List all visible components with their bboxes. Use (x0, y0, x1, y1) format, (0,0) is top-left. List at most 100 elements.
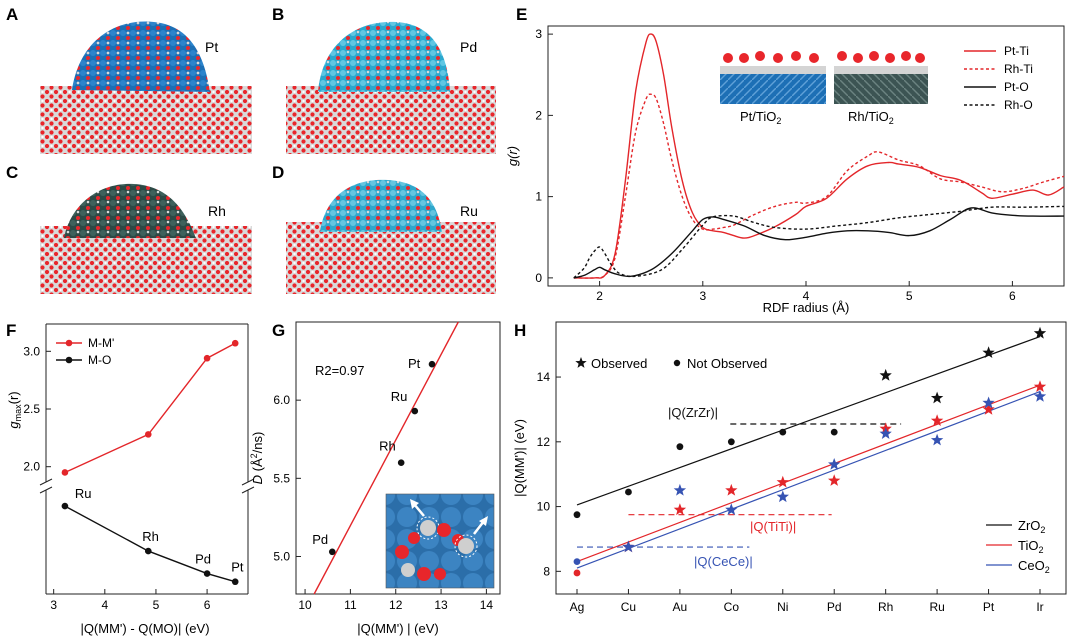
render-label-pt: Pt (205, 39, 218, 55)
h-xtick-label-5: Pd (827, 600, 842, 614)
panel-f-chart: F 3 4 5 6 2.0 2.5 3.0 Ru Rh Pd Pt M-M' M-O |Q(MM')… (6, 321, 255, 636)
h-star-2-7 (930, 433, 944, 446)
g-xtick-label-0: 10 (298, 598, 312, 612)
render-label-rh: Rh (208, 203, 226, 219)
h-star-2-2 (673, 483, 687, 496)
panel-g-inset-image (385, 493, 495, 589)
e-xtick-label-4: 6 (1009, 289, 1016, 303)
f-break-right (241, 478, 255, 494)
e-series-line-pt-o (573, 207, 1065, 279)
e-legend-label-0: Pt-Ti (1004, 44, 1029, 58)
panel-f-axes: 3 4 5 6 2.0 2.5 3.0 (23, 323, 255, 612)
h-star-2-3 (725, 503, 738, 516)
e-ytick-label-0: 0 (535, 271, 542, 285)
panel-g-marks: Pd Rh Ru Pt (312, 321, 459, 595)
g-ytick-label-2: 6.0 (273, 393, 290, 407)
e-legend-label-3: Rh-O (1004, 98, 1033, 112)
panel-f-xlabel: |Q(MM') - Q(MO)| (eV) (80, 621, 209, 636)
h-legend-label-1: TiO2 (1018, 538, 1043, 555)
g-xtick-label-3: 13 (434, 598, 448, 612)
h-star-0-8 (982, 346, 995, 358)
f-ytick-label-0: 2.0 (23, 460, 40, 474)
panel-g-frame (295, 321, 501, 595)
h-star-1-4 (776, 475, 789, 488)
f-point-0-1 (144, 431, 152, 438)
panel-letter-e: E (516, 5, 527, 24)
h-ytick-label-2: 12 (537, 435, 551, 449)
e-xtick-label-0: 2 (596, 289, 603, 303)
g-ytick-label-0: 5.0 (273, 549, 290, 563)
panel-h-axes: Ag Cu Au Co Ni Pd Rh Ru Pt Ir 8 10 12 14 (537, 370, 1044, 614)
panel-letter-f: F (6, 321, 16, 340)
e-xtick-label-3: 5 (906, 289, 913, 303)
f-point-1-0 (61, 502, 69, 510)
g-point-label-0: Pd (312, 532, 328, 547)
h-ytick-label-1: 10 (537, 500, 551, 514)
h-xtick-label-4: Ni (777, 600, 788, 614)
g-point-3 (428, 360, 436, 368)
panel-h-legend: Observed Not Observed ZrO2 TiO2 CeO2 (575, 356, 1050, 575)
e-ytick-label-1: 1 (535, 190, 542, 204)
h-xtick-label-3: Co (724, 600, 740, 614)
f-legend-dot-1 (65, 356, 73, 364)
e-ytick-label-3: 3 (535, 27, 542, 41)
panel-letter-d: D (272, 163, 284, 182)
f-point-1-1 (144, 547, 152, 555)
panel-g-axes: 10 11 12 13 14 5.0 5.5 6.0 (273, 393, 493, 612)
e-series-line-rh-o (573, 205, 1065, 279)
render-a: Pt (40, 21, 252, 154)
panel-e-inset-pt: Pt/TiO2 (720, 50, 826, 126)
g-xtick-label-1: 11 (344, 598, 357, 612)
panel-h-ylabel: |Q(MM')| (eV) (512, 419, 527, 497)
f-point-label-0: Ru (75, 486, 92, 501)
panel-g-chart: G 10 11 12 13 14 5.0 5.5 6.0 Pd Rh Ru Pt R2=0.97 |… (249, 321, 501, 636)
h-dot-1-0 (573, 569, 581, 577)
panel-h-frame (555, 321, 1067, 595)
g-ytick-label-1: 5.5 (273, 471, 290, 485)
panel-h-marks (573, 326, 1047, 577)
h-dot-0-4 (779, 428, 787, 436)
g-xtick-label-4: 14 (480, 598, 494, 612)
g-point-label-3: Pt (408, 356, 421, 371)
h-dot-0-1 (625, 488, 632, 496)
f-point-label-2: Pd (195, 552, 211, 567)
f-xtick-label-1: 4 (101, 598, 108, 612)
h-legend-label-2: CeO2 (1018, 558, 1050, 575)
panel-h-fit-lines (576, 336, 1041, 569)
panel-e-rdf-chart: E 2 3 4 5 6 0 1 2 3 RDF radius (Å) g(r) Pt-Ti Rh-… (505, 5, 1065, 315)
h-star-2-4 (776, 490, 789, 503)
h-star-2-8 (982, 396, 995, 409)
h-dot-0-0 (573, 511, 581, 519)
h-legend-observed: Observed (591, 356, 647, 371)
render-d: Ru (286, 179, 496, 294)
h-ytick-label-3: 14 (537, 370, 551, 384)
panel-g-xlabel: |Q(MM') | (eV) (357, 621, 438, 636)
h-xtick-label-7: Ru (929, 600, 944, 614)
f-legend-dot-0 (65, 339, 73, 347)
h-star-0-7 (930, 391, 944, 404)
h-legend-dot (673, 359, 681, 367)
render-b: Pd (286, 21, 496, 154)
e-legend-label-1: Rh-Ti (1004, 62, 1033, 76)
panel-e-ylabel: g(r) (505, 146, 520, 166)
render-label-ru: Ru (460, 203, 478, 219)
h-dot-0-2 (676, 443, 684, 451)
g-point-0 (328, 548, 336, 556)
h-dot-0-5 (830, 428, 838, 436)
h-ref-label-1: |Q(TiTi)| (750, 519, 796, 534)
f-point-0-3 (231, 339, 239, 347)
h-fit-line-2 (576, 391, 1041, 569)
h-legend-not-observed: Not Observed (687, 356, 767, 371)
h-xtick-label-8: Pt (983, 600, 995, 614)
h-star-2-6 (879, 427, 892, 439)
h-star-1-8 (982, 402, 995, 415)
panel-f-legend: M-M' M-O (56, 336, 114, 367)
panel-e-inset-rh: Rh/TiO2 (834, 50, 928, 126)
h-dot-2-0 (573, 558, 581, 566)
h-star-1-9 (1033, 380, 1047, 392)
h-ref-label-2: |Q(CeCe)| (694, 554, 753, 569)
h-star-0-9 (1033, 326, 1047, 339)
panel-letter-c: C (6, 163, 18, 182)
panel-letter-g: G (272, 321, 285, 340)
